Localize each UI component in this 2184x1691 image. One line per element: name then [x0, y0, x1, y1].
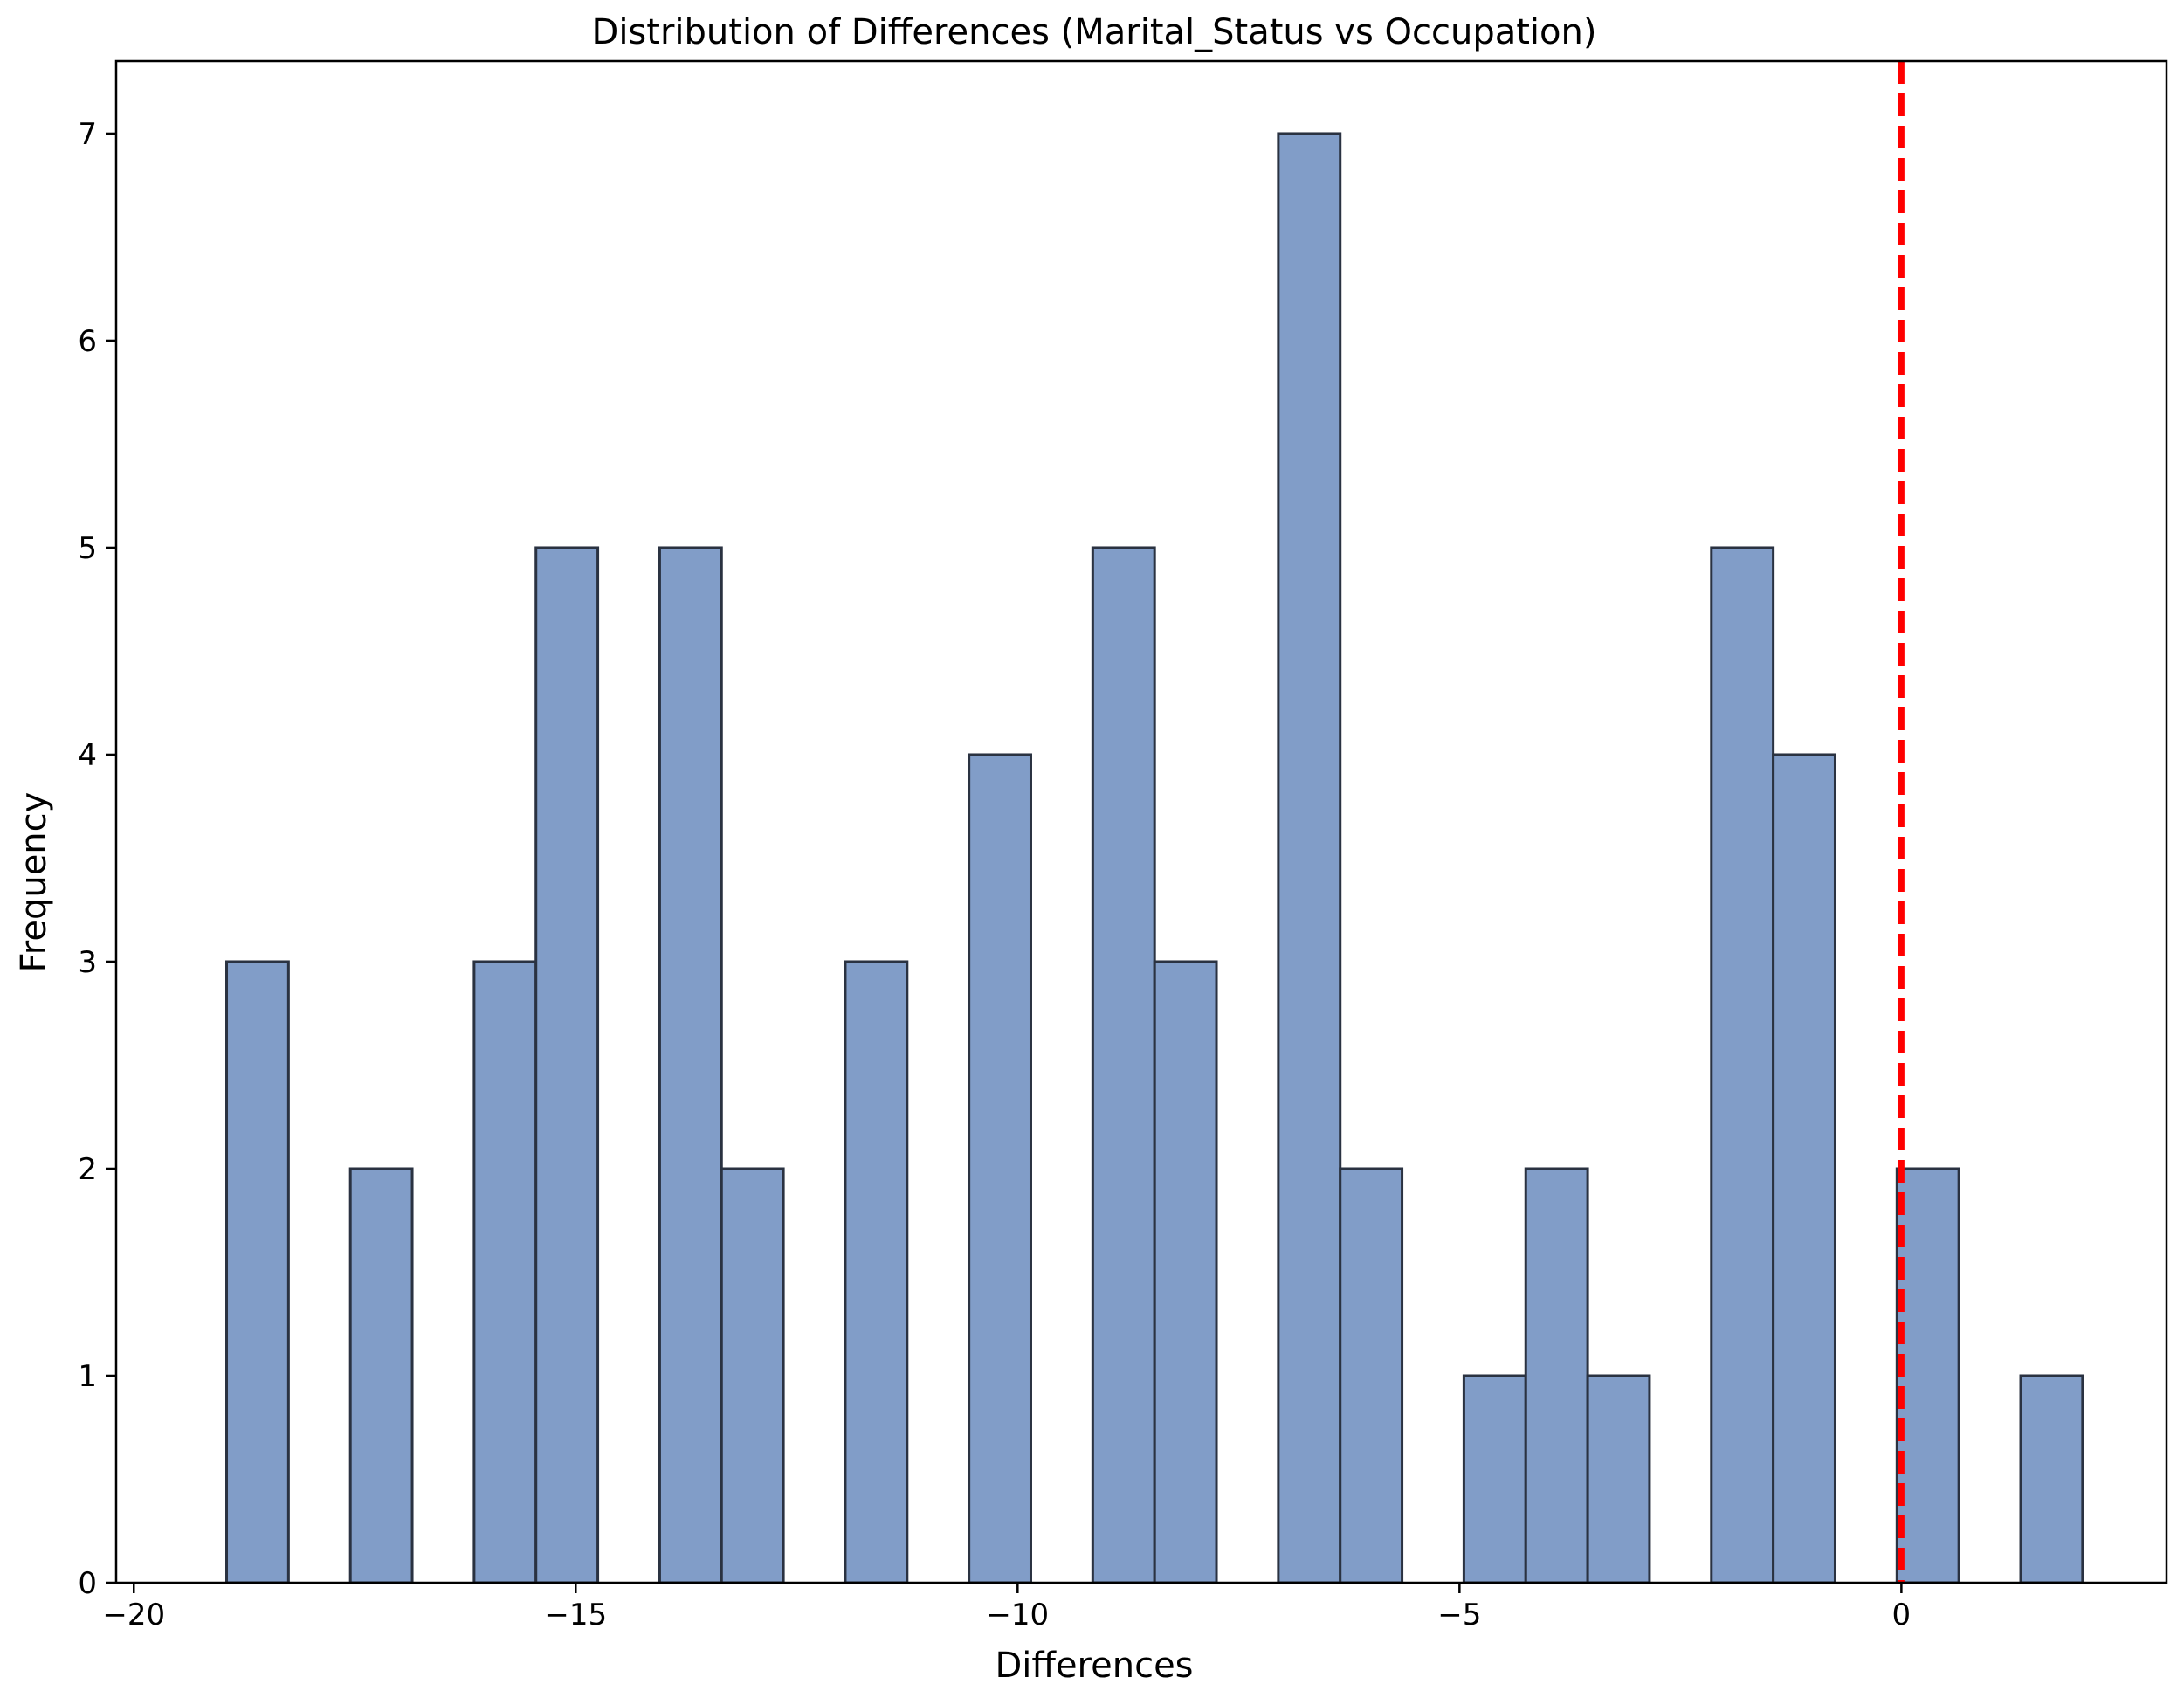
- x-tick-label: −15: [544, 1598, 607, 1632]
- histogram-bar: [534, 546, 600, 1584]
- histogram-bar: [1339, 1167, 1404, 1584]
- bars-group: [225, 132, 2084, 1584]
- histogram-bar: [1895, 1167, 1960, 1584]
- chart-title: Distribution of Differences (Marital_Sta…: [592, 12, 1597, 52]
- histogram-bar: [1091, 546, 1156, 1584]
- x-axis-ticks: −20 −15 −10 −5 0: [102, 1583, 1911, 1632]
- histogram-bar: [472, 960, 538, 1584]
- histogram-bar: [658, 546, 723, 1584]
- y-tick-label: 4: [78, 738, 97, 773]
- histogram-bar: [844, 960, 909, 1584]
- x-tick-label: 0: [1892, 1598, 1912, 1632]
- x-tick-label: −20: [102, 1598, 165, 1632]
- histogram-bar: [225, 960, 290, 1584]
- histogram-bar: [2019, 1374, 2084, 1584]
- histogram-bar: [720, 1167, 785, 1584]
- plot-frame: [114, 59, 2168, 1584]
- x-tick-label: −10: [986, 1598, 1049, 1632]
- y-tick-label: 3: [78, 945, 97, 980]
- histogram-bar: [1710, 546, 1775, 1584]
- y-tick-label: 5: [78, 531, 97, 566]
- x-tick-label: −5: [1437, 1598, 1481, 1632]
- histogram-bar: [1524, 1167, 1589, 1584]
- histogram-bar: [1153, 960, 1218, 1584]
- histogram-bar: [1462, 1374, 1527, 1584]
- x-axis-label: Differences: [995, 1646, 1193, 1686]
- histogram-bar: [1586, 1374, 1651, 1584]
- y-tick-label: 0: [78, 1566, 97, 1601]
- y-axis-ticks: 0 1 2 3 4 5 6 7: [78, 117, 116, 1601]
- y-tick-label: 1: [78, 1359, 97, 1394]
- histogram-bar: [1277, 132, 1342, 1584]
- y-tick-label: 6: [78, 324, 97, 359]
- histogram-bar: [1772, 753, 1836, 1584]
- y-axis-label: Frequency: [14, 792, 54, 973]
- histogram-bar: [968, 753, 1032, 1584]
- y-tick-label: 2: [78, 1152, 97, 1187]
- y-tick-label: 7: [78, 117, 97, 152]
- histogram-bar: [348, 1167, 414, 1584]
